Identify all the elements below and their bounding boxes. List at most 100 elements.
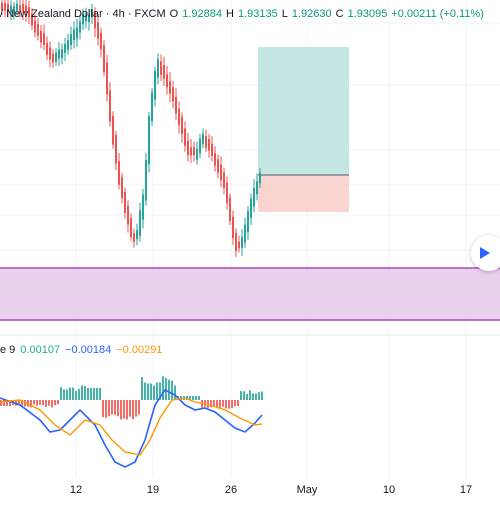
- macd-histogram-bar: [36, 400, 38, 406]
- candle-body: [76, 27, 78, 39]
- candle-body: [133, 233, 135, 242]
- candle-body: [238, 241, 240, 249]
- macd-histogram-bar: [57, 400, 59, 405]
- ohlc-open-value: 1.92884: [182, 8, 222, 20]
- candle-body: [232, 216, 234, 239]
- macd-histogram-bar: [87, 387, 89, 400]
- macd-histogram-bar: [117, 400, 119, 417]
- candle-body: [184, 128, 186, 146]
- candle-body: [196, 148, 198, 160]
- candle-body: [46, 42, 48, 55]
- candle-body: [31, 13, 33, 26]
- macd-histogram-bar: [234, 400, 236, 407]
- macd-histogram-bar: [72, 387, 74, 400]
- x-axis-label: May: [296, 484, 318, 496]
- x-axis-label: 19: [146, 484, 160, 496]
- candle-body: [34, 20, 36, 33]
- macd-histogram-bar: [222, 400, 224, 407]
- macd-histogram-value: 0.00107: [20, 344, 61, 356]
- candle-body: [178, 108, 180, 126]
- macd-histogram-bar: [108, 400, 110, 417]
- candle-body: [25, 5, 27, 13]
- macd-legend: e 9 0.00107 −0.00184 −0.00291: [0, 344, 162, 356]
- macd-histogram-bar: [33, 400, 35, 405]
- macd-histogram-bar: [75, 391, 77, 400]
- macd-histogram-bar: [21, 400, 23, 407]
- candle-body: [40, 30, 42, 43]
- macd-histogram-bar: [96, 388, 98, 400]
- play-right-icon: [480, 247, 490, 259]
- macd-title: e 9: [0, 344, 16, 356]
- candle-body: [61, 49, 63, 59]
- candle-body: [151, 92, 153, 121]
- candle-body: [169, 81, 171, 94]
- macd-histogram-bar: [0, 400, 2, 406]
- symbol-text: / New Zealand Dollar · 4h · FXCM: [0, 8, 166, 20]
- candle-body: [211, 143, 213, 157]
- candle-body: [160, 61, 162, 75]
- candle-body: [223, 172, 225, 188]
- macd-histogram-bar: [219, 400, 221, 409]
- candle-body: [148, 116, 150, 165]
- macd-histogram-bar: [129, 400, 131, 417]
- candle-body: [19, 5, 21, 13]
- macd-histogram-bar: [42, 400, 44, 406]
- scroll-to-realtime-button[interactable]: [471, 235, 500, 271]
- candle-body: [115, 134, 117, 164]
- candle-body: [139, 210, 141, 236]
- candle-body: [229, 197, 231, 221]
- candle-body: [16, 3, 18, 11]
- macd-signal-value: −0.00291: [116, 344, 163, 356]
- macd-histogram-bar: [63, 389, 65, 400]
- macd-line-value: −0.00184: [65, 344, 112, 356]
- macd-histogram-bar: [90, 388, 92, 400]
- candle-body: [199, 138, 201, 154]
- candle-body: [226, 182, 228, 204]
- candle-body: [187, 140, 189, 155]
- macd-histogram-bar: [105, 400, 107, 418]
- macd-histogram-bar: [45, 400, 47, 407]
- candle-body: [64, 43, 66, 53]
- macd-histogram-bar: [114, 400, 116, 415]
- macd-histogram-bar: [111, 400, 113, 415]
- candle-body: [172, 87, 174, 102]
- macd-histogram-bar: [150, 383, 152, 400]
- ohlc-close-label: C: [335, 8, 344, 20]
- candle-body: [250, 198, 252, 218]
- candle-body: [28, 7, 30, 18]
- candle-body: [202, 134, 204, 144]
- macd-histogram-bar: [168, 379, 170, 400]
- position-profit-zone: [258, 47, 349, 175]
- candle-body: [214, 153, 216, 166]
- candle-body: [85, 13, 87, 22]
- candle-body: [166, 74, 168, 88]
- candle-body: [154, 71, 156, 100]
- candle-body: [205, 136, 207, 148]
- candle-body: [79, 21, 81, 33]
- macd-histogram-bar: [156, 382, 158, 400]
- candle-body: [163, 65, 165, 79]
- macd-histogram-bar: [99, 388, 101, 400]
- macd-histogram-bar: [135, 400, 137, 417]
- candle-body: [100, 32, 102, 50]
- zone-rect: [0, 268, 500, 320]
- macd-histogram-bar: [51, 400, 53, 408]
- macd-histogram-bar: [39, 400, 41, 405]
- candle-body: [244, 224, 246, 243]
- x-axis-label: 26: [224, 484, 238, 496]
- macd-histogram-bar: [261, 391, 263, 400]
- ohlc-close-value: 1.93095: [347, 8, 388, 20]
- candle-body: [181, 116, 183, 134]
- candle-body: [94, 11, 96, 29]
- macd-histogram-bar: [66, 389, 68, 400]
- candle-body: [1, 2, 3, 11]
- macd-histogram-bar: [93, 388, 95, 400]
- macd-histogram-bar: [60, 387, 62, 400]
- candle-body: [37, 24, 39, 36]
- candle-body: [175, 96, 177, 114]
- macd-histogram-bar: [159, 382, 161, 400]
- candle-body: [58, 49, 60, 59]
- macd-histogram-bar: [78, 388, 80, 400]
